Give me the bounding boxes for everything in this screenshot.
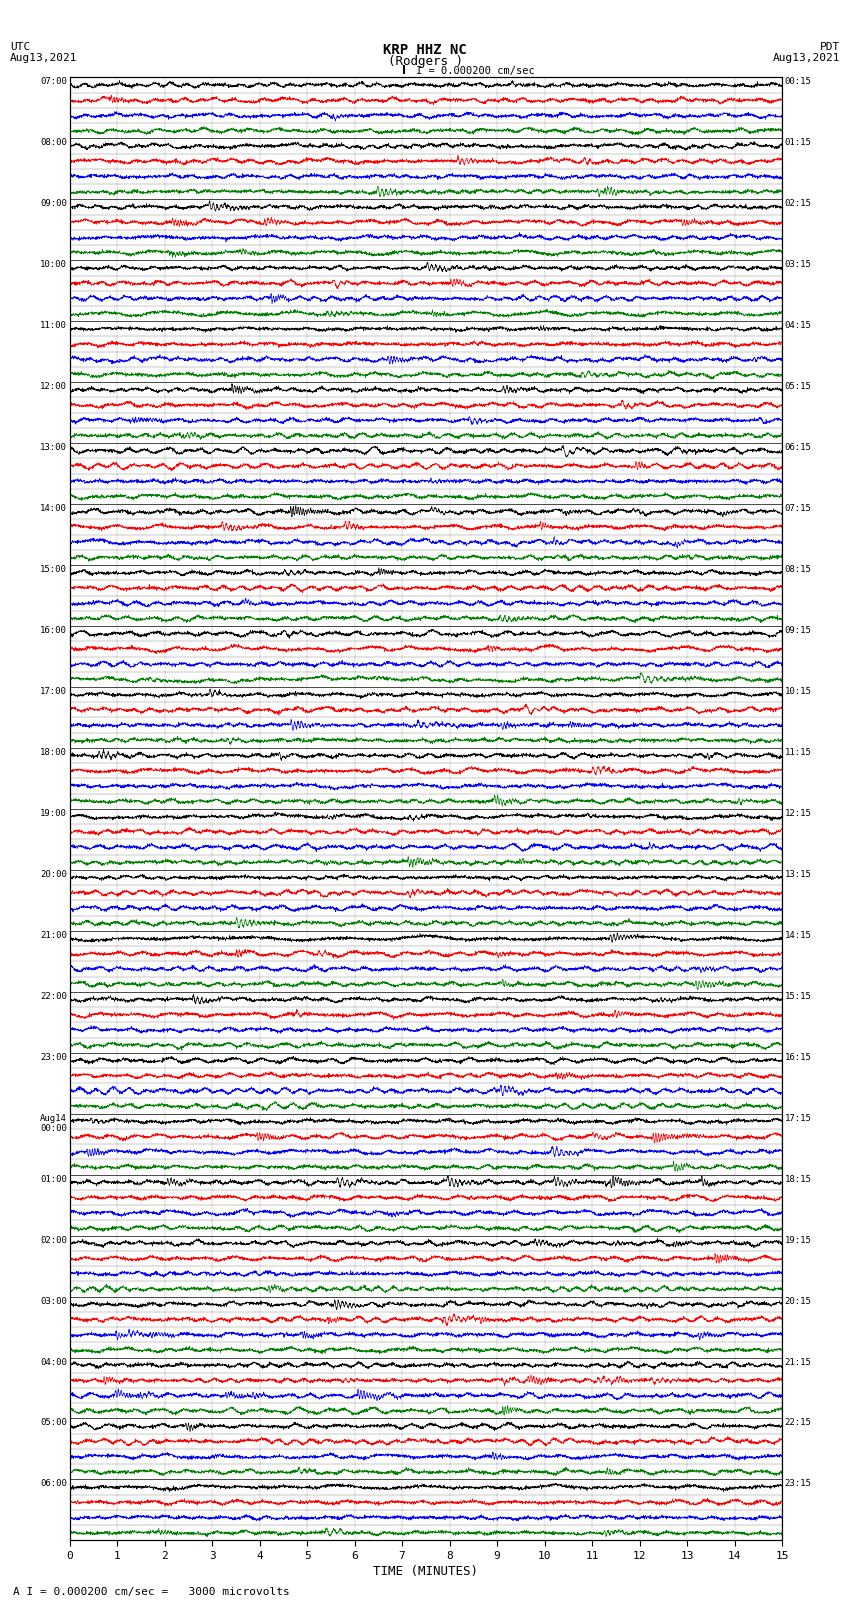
Text: KRP HHZ NC: KRP HHZ NC [383, 44, 467, 56]
Text: A I = 0.000200 cm/sec =   3000 microvolts: A I = 0.000200 cm/sec = 3000 microvolts [13, 1587, 290, 1597]
Text: Aug13,2021: Aug13,2021 [10, 53, 77, 63]
Text: (Rodgers ): (Rodgers ) [388, 55, 462, 68]
Text: Aug13,2021: Aug13,2021 [773, 53, 840, 63]
Text: I = 0.000200 cm/sec: I = 0.000200 cm/sec [416, 66, 536, 76]
Text: UTC: UTC [10, 42, 31, 52]
X-axis label: TIME (MINUTES): TIME (MINUTES) [373, 1565, 479, 1578]
Text: PDT: PDT [819, 42, 840, 52]
